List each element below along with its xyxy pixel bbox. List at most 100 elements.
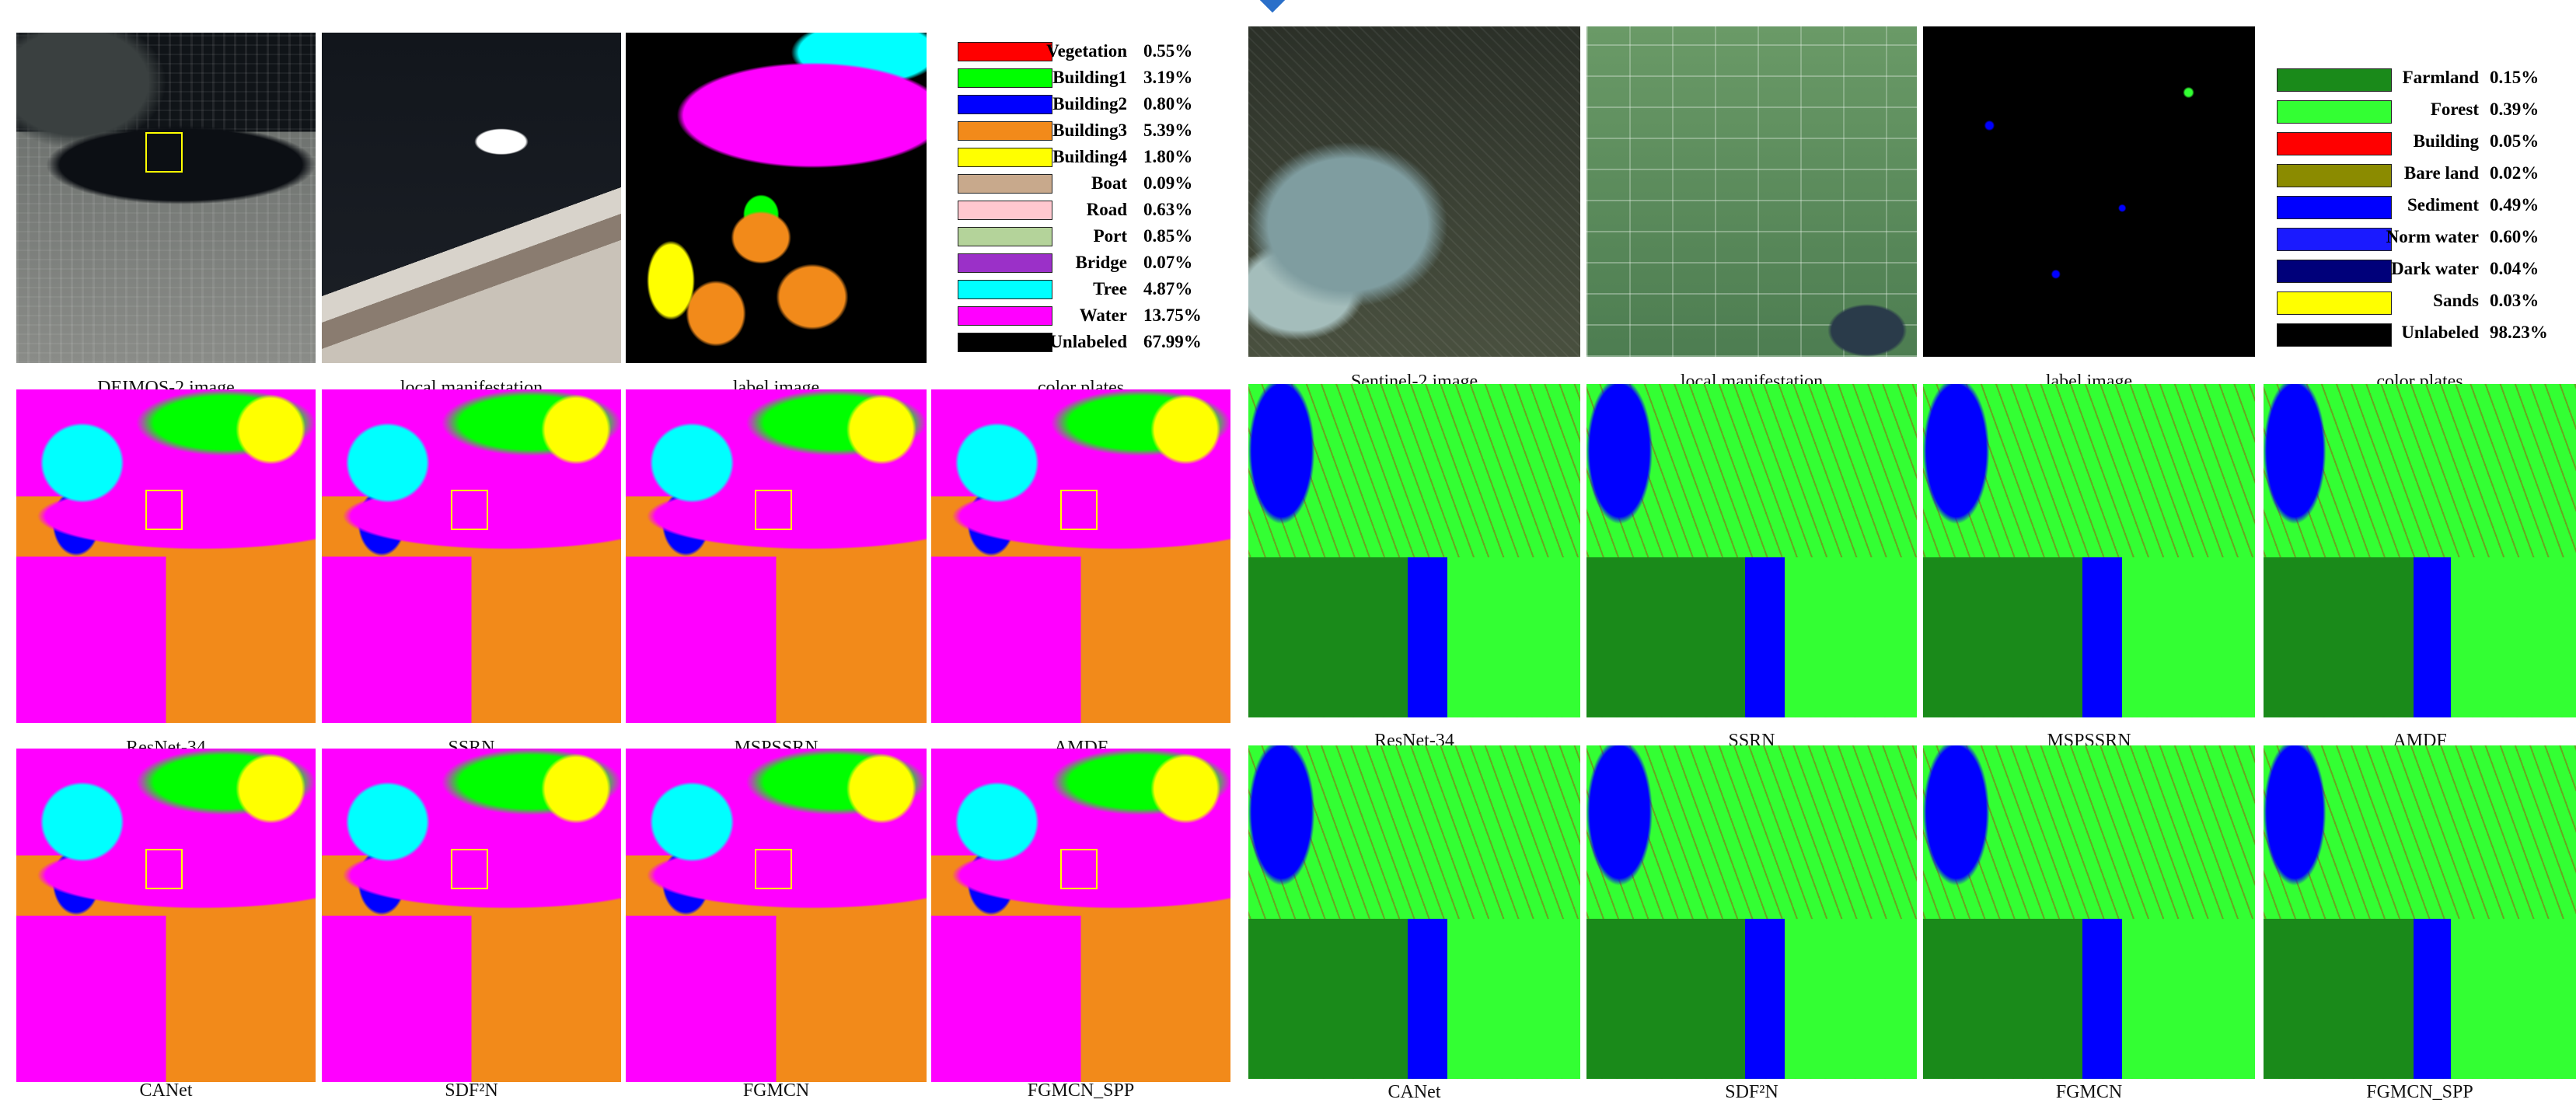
legend-label: Building3 (1052, 120, 1127, 141)
caption: SDF²N (322, 1080, 621, 1101)
caption: SDF²N (1586, 1082, 1917, 1103)
legend-label: Bare land (2404, 163, 2479, 183)
legend-label: Unlabeled (2401, 323, 2479, 343)
legend-percent: 0.63% (1143, 200, 1192, 220)
legend-percent: 98.23% (2490, 323, 2548, 343)
image-panel (931, 749, 1230, 1082)
zoom-box (451, 490, 488, 530)
caption: CANet (1248, 1082, 1580, 1103)
legend-label: Water (1080, 305, 1127, 326)
legend-percent: 0.55% (1143, 41, 1192, 61)
legend-label: Road (1087, 200, 1127, 220)
legend-label: Norm water (2386, 227, 2479, 247)
legend-label: Vegetation (1046, 41, 1127, 61)
legend-swatch (958, 174, 1052, 194)
image-panel (626, 33, 927, 363)
legend-swatch (958, 227, 1052, 246)
zoom-box (145, 132, 183, 173)
legend-swatch (958, 280, 1052, 299)
legend-swatch (2277, 164, 2392, 187)
legend-percent: 0.09% (1143, 173, 1192, 194)
legend-swatch (2277, 260, 2392, 283)
legend-label: Unlabeled (1049, 332, 1127, 352)
figure-page: (() => { const data = JSON.parse(documen… (0, 0, 2576, 1091)
legend-label: Building2 (1052, 94, 1127, 114)
zoom-box (145, 490, 183, 530)
image-panel (1586, 384, 1917, 717)
caption: FGMCN_SPP (931, 1080, 1230, 1101)
image-panel (931, 389, 1230, 723)
image-panel (1248, 384, 1580, 717)
image-panel (16, 33, 316, 363)
image-panel (2264, 384, 2576, 717)
legend-percent: 0.15% (2490, 68, 2539, 88)
legend-percent: 4.87% (1143, 279, 1192, 299)
legend-swatch (958, 68, 1052, 88)
legend-label: Bridge (1076, 253, 1127, 273)
image-panel (16, 749, 316, 1082)
legend-swatch (2277, 100, 2392, 124)
caption: FGMCN_SPP (2264, 1082, 2576, 1103)
legend-percent: 0.05% (2490, 131, 2539, 152)
legend-percent: 0.07% (1143, 253, 1192, 273)
legend-percent: 67.99% (1143, 332, 1202, 352)
marker (1256, 0, 1289, 12)
caption: FGMCN (1923, 1082, 2255, 1103)
legend-swatch (958, 148, 1052, 167)
legend-label: Sediment (2407, 195, 2479, 215)
image-panel (626, 389, 927, 723)
legend-swatch (2277, 132, 2392, 155)
legend-swatch (958, 253, 1052, 273)
legend-label: Sands (2433, 291, 2479, 311)
image-panel (626, 749, 927, 1082)
legend-label: Building1 (1052, 68, 1127, 88)
legend-percent: 0.04% (2490, 259, 2539, 279)
image-panel (322, 749, 621, 1082)
legend-swatch (958, 306, 1052, 326)
legend-swatch (958, 201, 1052, 220)
legend-percent: 0.49% (2490, 195, 2539, 215)
legend-percent: 0.60% (2490, 227, 2539, 247)
legend-percent: 1.80% (1143, 147, 1192, 167)
legend-swatch (958, 333, 1052, 352)
legend-label: Building (2414, 131, 2479, 152)
legend-swatch (958, 121, 1052, 141)
image-panel (1586, 745, 1917, 1079)
image-panel (1586, 26, 1917, 357)
zoom-box (145, 849, 183, 889)
caption: FGMCN (626, 1080, 927, 1101)
legend-swatch (2277, 68, 2392, 92)
legend-swatch (958, 42, 1052, 61)
image-panel (2264, 745, 2576, 1079)
caption: CANet (16, 1080, 316, 1101)
legend-label: Port (1094, 226, 1127, 246)
legend-percent: 0.80% (1143, 94, 1192, 114)
legend-swatch (2277, 291, 2392, 315)
legend-swatch (958, 95, 1052, 114)
legend-percent: 0.02% (2490, 163, 2539, 183)
zoom-box (755, 490, 792, 530)
legend-swatch (2277, 228, 2392, 251)
legend-label: Building4 (1052, 147, 1127, 167)
legend-label: Dark water (2391, 259, 2479, 279)
image-panel (1248, 26, 1580, 357)
legend-percent: 13.75% (1143, 305, 1202, 326)
zoom-box (1060, 849, 1098, 889)
zoom-box (451, 849, 488, 889)
legend-percent: 0.03% (2490, 291, 2539, 311)
zoom-box (755, 849, 792, 889)
image-panel (322, 389, 621, 723)
legend-percent: 3.19% (1143, 68, 1192, 88)
image-panel (1923, 26, 2255, 357)
image-panel (1923, 384, 2255, 717)
image-panel (16, 389, 316, 723)
legend-percent: 0.39% (2490, 99, 2539, 120)
legend-label: Tree (1093, 279, 1127, 299)
legend-swatch (2277, 196, 2392, 219)
legend-label: Farmland (2403, 68, 2479, 88)
image-panel (1248, 745, 1580, 1079)
legend-percent: 5.39% (1143, 120, 1192, 141)
zoom-box (1060, 490, 1098, 530)
legend-label: Forest (2431, 99, 2479, 120)
image-panel (1923, 745, 2255, 1079)
